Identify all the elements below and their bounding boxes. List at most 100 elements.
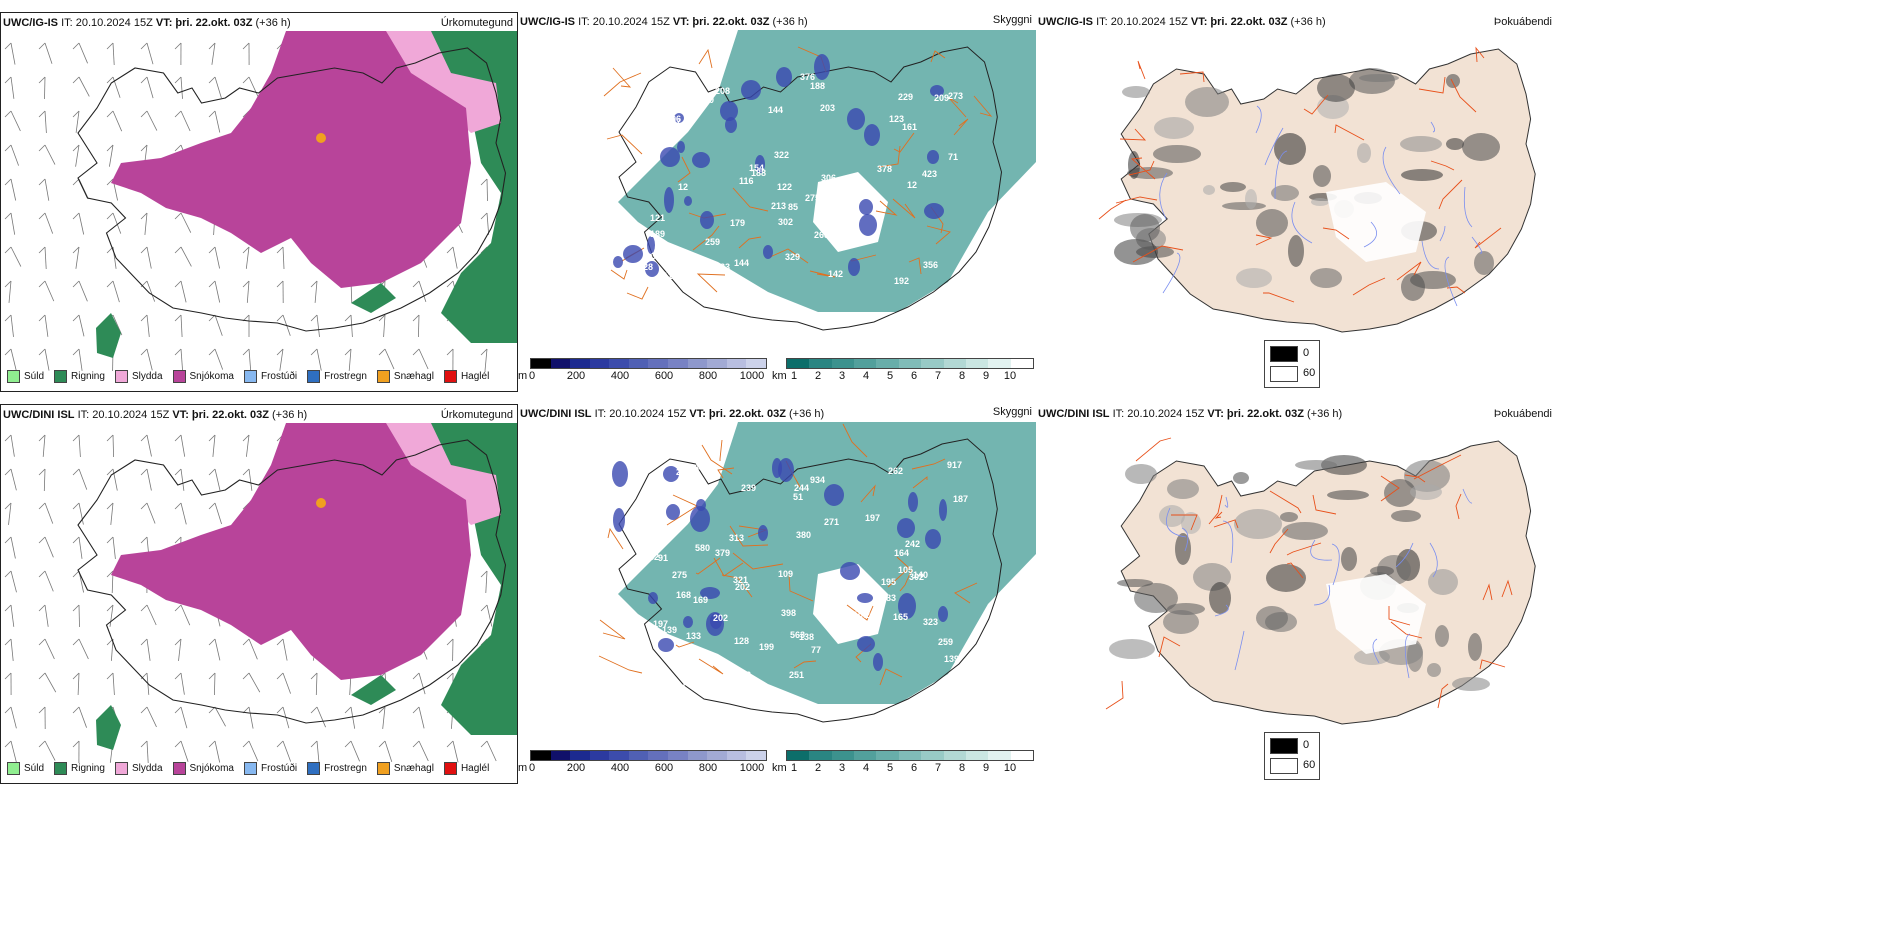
- snow-depth-value: 244: [794, 483, 809, 493]
- snow-depth-patch: [706, 612, 724, 636]
- colorbar-tick: 3: [838, 762, 846, 774]
- road: [1450, 78, 1477, 113]
- fog-indicator-map[interactable]: [1036, 404, 1556, 744]
- road: [893, 132, 915, 153]
- wind-barb-flag: [446, 740, 454, 748]
- wind-barb: [180, 280, 187, 303]
- road: [1263, 292, 1295, 303]
- wind-barb: [112, 212, 122, 234]
- river: [1291, 201, 1313, 244]
- river: [1439, 225, 1446, 242]
- wind-barb-flag: [72, 110, 80, 118]
- snow-depth-value: 123: [889, 114, 904, 124]
- colorbar-tick: 10: [1003, 370, 1017, 382]
- fog-free-area: [1326, 574, 1426, 654]
- wind-barb: [44, 76, 46, 100]
- snow-depth-value: 322: [774, 150, 789, 160]
- wind-barb-flag: [412, 280, 420, 288]
- fog-patch: [1404, 460, 1450, 492]
- wind-barb-flag: [242, 638, 250, 646]
- snow-depth-value: 335: [651, 251, 666, 261]
- precip-type-map[interactable]: [1, 13, 518, 392]
- snow-depth-value: 934: [810, 475, 825, 485]
- wind-barb-flag: [378, 706, 386, 714]
- river: [1166, 507, 1187, 538]
- wind-barb-flag: [72, 144, 80, 152]
- colorbar-tick: 4: [862, 370, 870, 382]
- precip-type-map[interactable]: [1, 405, 518, 784]
- snow-depth-value: 313: [729, 533, 744, 543]
- wind-barb: [10, 110, 21, 132]
- fog-patch: [1370, 566, 1394, 576]
- wind-barb: [214, 672, 216, 696]
- panel-title: UWC/IG-IS IT: 20.10.2024 15Z VT: þri. 22…: [520, 16, 808, 28]
- fog-patch: [1310, 268, 1342, 288]
- wind-barb: [383, 314, 386, 338]
- wind-barb: [350, 314, 353, 338]
- road: [1380, 475, 1400, 502]
- wind-barb-flag: [106, 468, 114, 476]
- wind-barb-flag: [208, 246, 216, 254]
- snow-depth-value: 306: [821, 173, 836, 183]
- road: [1413, 454, 1462, 480]
- wind-barb: [44, 570, 54, 592]
- wind-barb-flag: [140, 604, 148, 612]
- wind-barb: [180, 706, 188, 729]
- fog-patch: [1295, 460, 1337, 470]
- snow-depth-value: 12: [907, 180, 917, 190]
- wind-barb-flag: [310, 314, 318, 322]
- colorbar-swatch: [726, 751, 747, 760]
- wind-barb: [146, 468, 152, 491]
- colorbar-swatch: [876, 359, 899, 368]
- wind-barb: [180, 502, 187, 525]
- legend-swatch: [114, 370, 128, 383]
- wind-barb-flag: [4, 212, 12, 220]
- snow-depth-patch: [848, 258, 860, 276]
- visibility-map[interactable]: 995 108 321 128 323 197 168 187 195 197 379 165 109 1…: [518, 404, 1036, 744]
- fog-patch: [1130, 214, 1160, 242]
- colorbar-swatch: [550, 751, 571, 760]
- wind-barb: [180, 76, 183, 99]
- wind-barb-flag: [174, 348, 182, 356]
- fog-patch: [1435, 625, 1449, 647]
- road: [973, 95, 993, 117]
- wind-barb-flag: [38, 706, 46, 714]
- colorbar-swatch: [988, 751, 1011, 760]
- road: [879, 668, 903, 686]
- wind-barb-flag: [72, 468, 80, 476]
- rain-area: [351, 675, 396, 705]
- sleet-area: [381, 423, 501, 525]
- colorbar-swatch: [854, 359, 877, 368]
- precip-type-legend: Súld Rigning Slydda Snjókoma Frostúði Frostre…: [7, 762, 489, 775]
- wind-barb-flag: [106, 536, 114, 544]
- legend-item: Slydda: [114, 370, 163, 383]
- wind-barb: [112, 280, 120, 303]
- wind-barb-flag: [480, 570, 488, 578]
- fog-low-label: 60: [1303, 367, 1316, 379]
- wind-barb-flag: [38, 314, 46, 322]
- fog-indicator-map[interactable]: [1036, 12, 1556, 352]
- colorbar-tick: 800: [698, 762, 718, 774]
- road: [599, 619, 626, 640]
- colorbar-swatch: [1010, 359, 1033, 368]
- wind-barb: [146, 604, 157, 626]
- fog-patch: [1446, 74, 1460, 88]
- wind-barb: [418, 348, 429, 370]
- fog-patch: [1185, 87, 1229, 117]
- road: [1352, 277, 1386, 296]
- wind-barb: [146, 42, 154, 65]
- wind-barb-flag: [38, 536, 46, 544]
- snow-depth-value: 140: [913, 570, 928, 580]
- fog-patch: [1209, 582, 1231, 614]
- road: [1438, 179, 1463, 210]
- wind-barb-flag: [72, 740, 80, 748]
- visibility-map[interactable]: 150 423 188 192 189 207 306 433 179 209 123 208 896 2…: [518, 12, 1036, 352]
- wind-barb-flag: [344, 706, 352, 714]
- legend-label: Snjókoma: [189, 371, 234, 382]
- colorbar-tick: 6: [910, 762, 918, 774]
- wind-barb: [10, 212, 16, 235]
- wind-barb: [109, 604, 114, 627]
- wind-barb-flag: [72, 314, 80, 322]
- snow-depth-patch: [700, 587, 720, 599]
- fog-patch: [1203, 185, 1215, 195]
